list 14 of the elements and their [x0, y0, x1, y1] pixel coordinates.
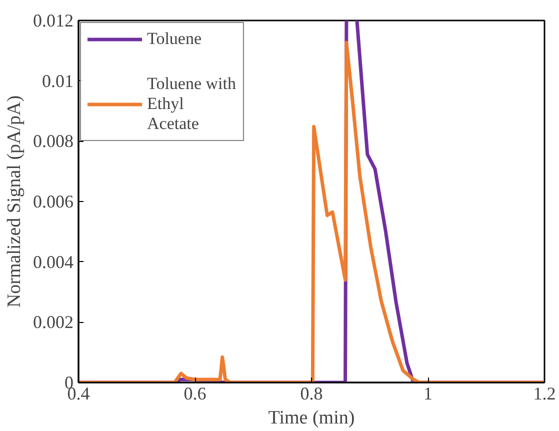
y-axis-title: Normalized Signal (pA/pA) [4, 95, 25, 308]
x-tick-label: 1 [424, 384, 432, 404]
legend-label: Toluene with Ethyl Acetate [147, 74, 237, 134]
y-tick-label: 0.008 [33, 131, 74, 152]
legend-label: Toluene [147, 29, 203, 49]
y-tick-label: 0.01 [42, 70, 74, 91]
x-tick-label: 0.8 [300, 384, 323, 404]
y-tick-label: 0.012 [33, 10, 74, 30]
x-tick-label: 0.6 [184, 384, 206, 404]
y-tick-label: 0.004 [33, 252, 74, 272]
y-tick-label: 0.006 [33, 192, 74, 212]
y-tick-label: 0.002 [33, 312, 74, 332]
x-axis-title: Time (min) [268, 408, 355, 428]
x-tick-label: 1.2 [533, 384, 556, 404]
